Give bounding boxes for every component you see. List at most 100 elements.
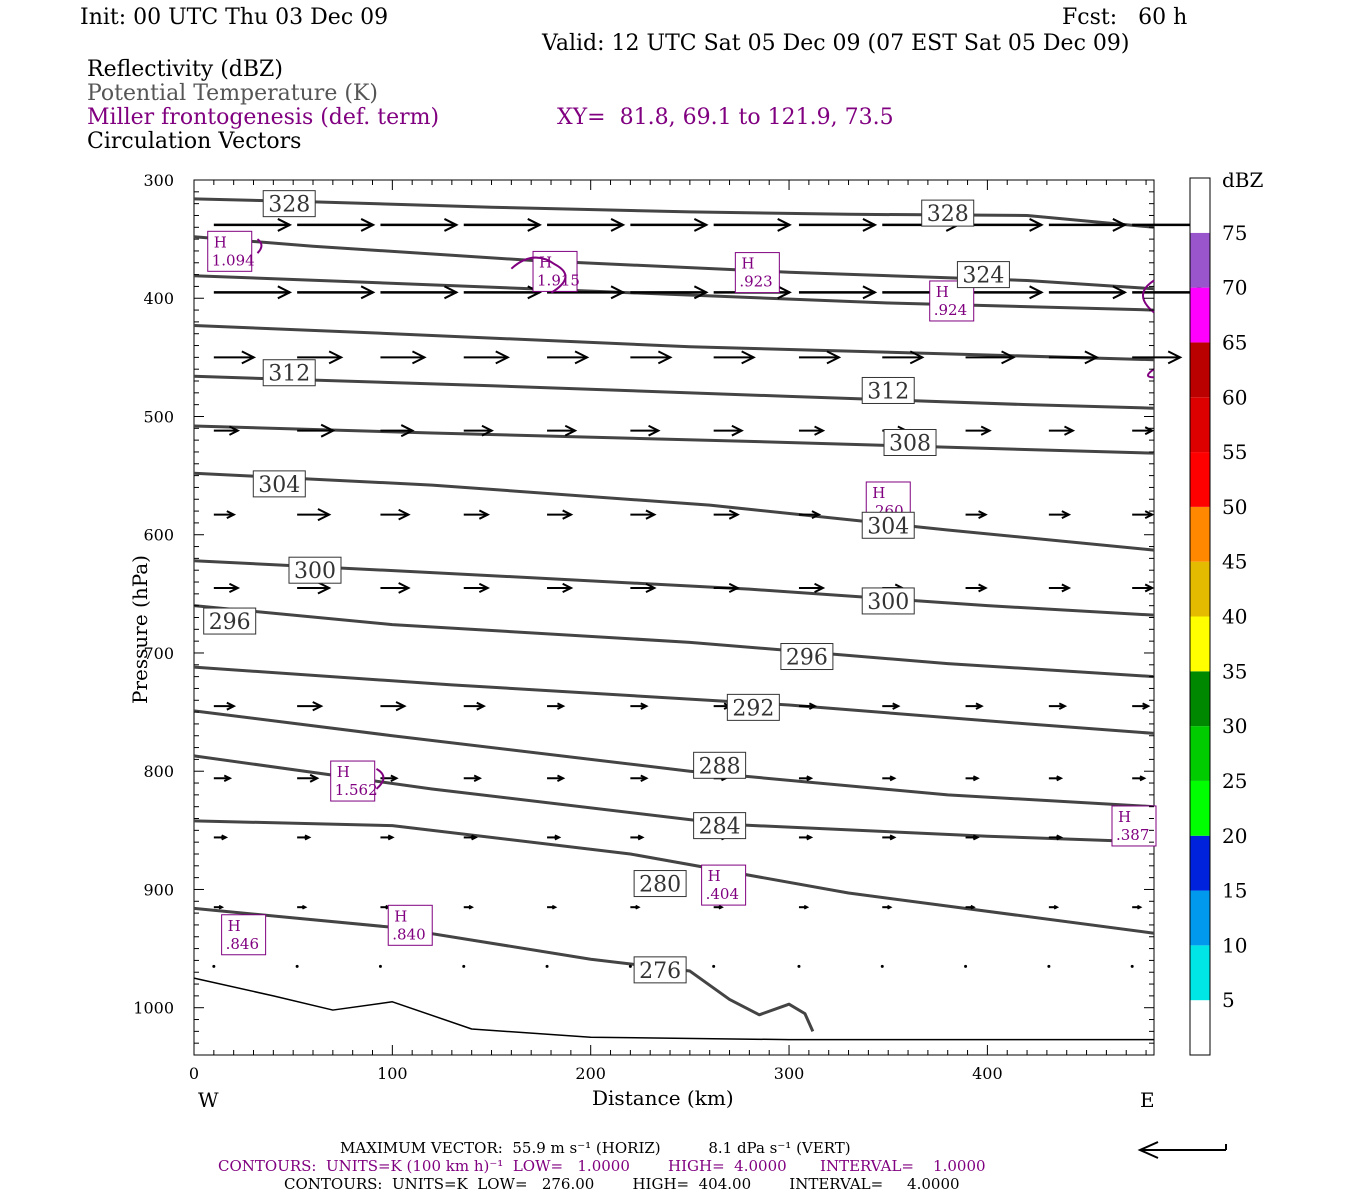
vector-head bbox=[777, 285, 792, 300]
vector-head bbox=[645, 509, 657, 520]
colorbar-segment bbox=[1190, 1000, 1210, 1055]
vector-head bbox=[301, 904, 308, 910]
vector-head bbox=[635, 904, 641, 910]
x-tick-label: 300 bbox=[774, 1064, 805, 1083]
colorbar-label: 65 bbox=[1222, 330, 1247, 354]
frontogenesis-contour bbox=[510, 256, 567, 294]
vector-head bbox=[304, 834, 312, 841]
colorbar-label: 50 bbox=[1222, 495, 1247, 519]
vector-head bbox=[1053, 904, 1060, 910]
vector-head bbox=[892, 702, 901, 710]
frontogenesis-max-box bbox=[734, 252, 780, 294]
theta-contour-328 bbox=[193, 197, 1155, 229]
vector-head bbox=[814, 425, 826, 436]
footer-max-vector: MAXIMUM VECTOR: 55.9 m s⁻¹ (HORIZ) 8.1 d… bbox=[340, 1139, 851, 1157]
y-tick-label: 300 bbox=[143, 171, 174, 190]
x-tick-label: 400 bbox=[972, 1064, 1003, 1083]
vector-head bbox=[972, 834, 980, 841]
vector-head bbox=[814, 582, 826, 594]
vector-head bbox=[862, 285, 878, 300]
frontogenesis-contour bbox=[1147, 368, 1155, 379]
vector-head bbox=[610, 285, 626, 300]
vector-head bbox=[473, 774, 482, 783]
vector-head bbox=[728, 582, 740, 594]
frontogenesis-max-label: H bbox=[228, 917, 241, 935]
vector-head bbox=[390, 774, 399, 783]
colorbar-label: 5 bbox=[1222, 988, 1235, 1012]
vector-head bbox=[1142, 702, 1151, 710]
vector-dot bbox=[462, 964, 466, 968]
frontogenesis-contour bbox=[256, 238, 263, 254]
frontogenesis-max-value: .387 bbox=[1116, 826, 1149, 844]
vector-head bbox=[557, 774, 566, 783]
x-tick-label: 100 bbox=[377, 1064, 408, 1083]
frontogenesis-max-value: .923 bbox=[739, 273, 772, 291]
vector-head bbox=[277, 218, 293, 232]
frontogenesis-max-label: H bbox=[872, 484, 885, 502]
theta-contour-300 bbox=[193, 559, 1155, 617]
theta-contour-312 bbox=[193, 374, 1155, 410]
theta-contour-280 bbox=[193, 819, 1155, 935]
contour-label: 284 bbox=[699, 815, 741, 840]
frontogenesis-max-value: 1.094 bbox=[212, 251, 255, 269]
vector-head bbox=[637, 834, 645, 841]
frontogenesis-max-box bbox=[387, 904, 433, 946]
vector-head bbox=[741, 350, 756, 365]
vector-head bbox=[277, 285, 293, 300]
colorbar-label: 25 bbox=[1222, 769, 1247, 793]
vector-head bbox=[648, 424, 661, 437]
field-frontogenesis: Miller frontogenesis (def. term) bbox=[87, 105, 440, 130]
vector-dot bbox=[797, 964, 801, 968]
vector-dot bbox=[628, 964, 632, 968]
colorbar-segment bbox=[1190, 287, 1210, 343]
vector-head bbox=[1058, 702, 1068, 710]
frontogenesis-max-label: H bbox=[741, 255, 754, 273]
contour-label: 292 bbox=[732, 696, 774, 721]
x-axis-title: Distance (km) bbox=[592, 1086, 734, 1110]
vector-head bbox=[887, 904, 893, 910]
vector-head bbox=[862, 218, 878, 232]
frontogenesis-max-box bbox=[221, 914, 267, 956]
vector-head bbox=[309, 773, 320, 783]
y-axis-title: Pressure (hPa) bbox=[128, 555, 152, 704]
colorbar-label: 10 bbox=[1222, 933, 1247, 957]
contour-label-box bbox=[780, 643, 834, 671]
theta-contour-surface bbox=[193, 977, 1154, 1041]
colorbar-label: 20 bbox=[1222, 824, 1247, 848]
vector-dot bbox=[212, 964, 216, 968]
frontogenesis-max-label: H bbox=[214, 233, 227, 251]
vector-head bbox=[889, 834, 897, 841]
vector-head bbox=[975, 702, 984, 710]
vector-head bbox=[398, 508, 411, 521]
vector-dot bbox=[964, 964, 968, 968]
vector-head bbox=[972, 775, 980, 782]
init-time: Init: 00 UTC Thu 03 Dec 09 bbox=[80, 5, 389, 30]
colorbar-label: 45 bbox=[1222, 550, 1247, 574]
x-axis-east-label: E bbox=[1140, 1088, 1155, 1112]
contour-label-box bbox=[921, 199, 975, 227]
contour-label-box bbox=[633, 870, 687, 898]
vector-head bbox=[226, 701, 237, 711]
vector-head bbox=[1136, 904, 1143, 910]
frontogenesis-max-box bbox=[701, 864, 747, 906]
contour-label: 296 bbox=[786, 646, 828, 671]
footer-contours-frontogenesis: CONTOURS: UNITS=K (100 km h)⁻¹ LOW= 1.00… bbox=[218, 1157, 986, 1175]
vector-head bbox=[564, 424, 578, 437]
theta-contour-296 bbox=[193, 604, 1155, 679]
frontogenesis-max-label: H bbox=[337, 763, 350, 781]
vector-head bbox=[1001, 350, 1016, 365]
contour-label: 308 bbox=[889, 432, 931, 457]
frontogenesis-max-label: H bbox=[1118, 808, 1131, 826]
frontogenesis-max-value: 1.562 bbox=[335, 781, 378, 799]
vector-head bbox=[806, 775, 814, 782]
colorbar-segment bbox=[1190, 780, 1210, 836]
vector-head bbox=[554, 834, 562, 841]
vector-head bbox=[221, 834, 229, 841]
vector-head bbox=[218, 904, 225, 910]
vector-dot bbox=[1130, 964, 1134, 968]
colorbar-label: 30 bbox=[1222, 714, 1247, 738]
vector-head bbox=[478, 582, 490, 594]
vector-head bbox=[610, 218, 626, 232]
cross-section-xy: XY= 81.8, 69.1 to 121.9, 73.5 bbox=[557, 105, 894, 130]
reference-vector-arrow bbox=[1137, 1141, 1227, 1159]
